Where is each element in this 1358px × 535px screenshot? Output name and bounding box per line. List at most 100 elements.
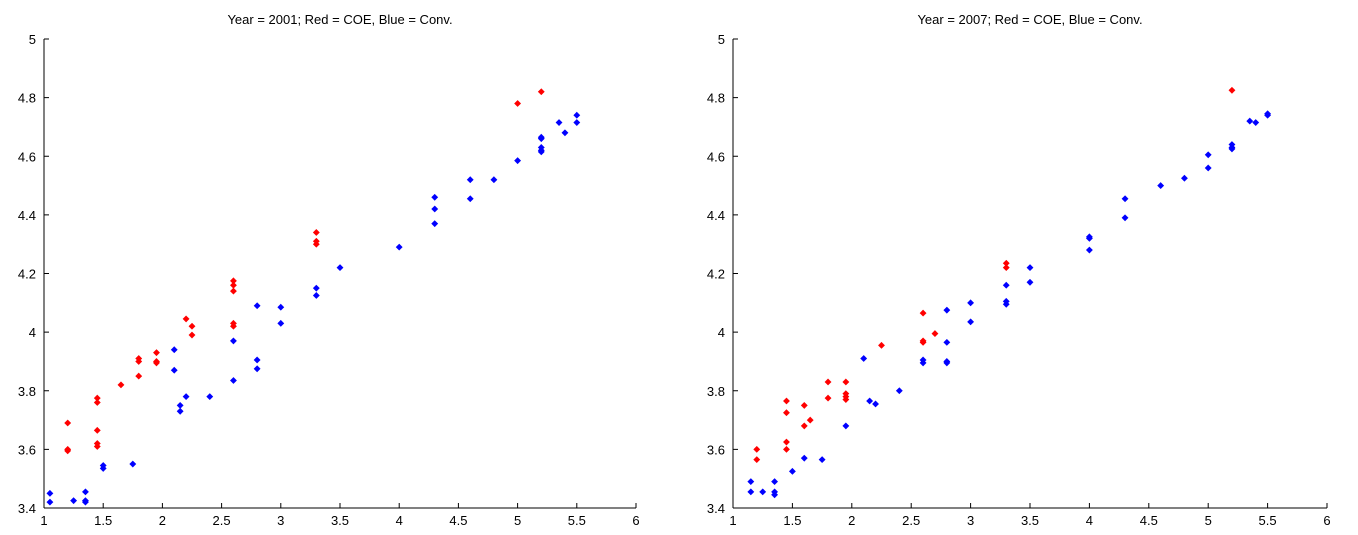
data-point <box>842 422 850 430</box>
data-point <box>967 299 975 307</box>
data-point <box>230 337 237 345</box>
data-point <box>537 88 545 96</box>
x-tick-label: 3 <box>967 513 974 528</box>
data-point <box>943 338 951 346</box>
data-point <box>1121 214 1129 222</box>
data-point <box>824 394 832 402</box>
series-coe-red <box>64 88 545 455</box>
data-point <box>514 100 522 107</box>
data-point <box>878 341 885 349</box>
data-point <box>312 284 320 292</box>
y-tick-label: 3.6 <box>18 442 36 457</box>
data-point <box>395 243 403 251</box>
data-point <box>800 401 808 409</box>
data-point <box>230 322 237 330</box>
data-point <box>253 302 261 310</box>
series-coe-red <box>753 86 1236 464</box>
data-point <box>866 397 874 405</box>
data-point <box>783 445 790 453</box>
x-tick-label: 3 <box>277 513 284 528</box>
x-tick-label: 2.5 <box>213 513 231 528</box>
x-tick-label: 1.5 <box>783 513 801 528</box>
data-point <box>788 467 796 475</box>
data-point <box>1026 264 1034 272</box>
data-point <box>93 426 101 434</box>
data-point <box>135 358 143 365</box>
data-point <box>253 365 261 373</box>
data-point <box>747 488 755 496</box>
data-point <box>895 387 903 395</box>
y-tick-label: 4.2 <box>18 267 36 282</box>
data-point <box>466 176 474 184</box>
data-point <box>64 419 72 427</box>
data-point <box>1228 145 1236 153</box>
data-point <box>759 488 767 496</box>
series-conv-blue <box>747 110 1272 499</box>
data-point <box>170 346 178 354</box>
data-point <box>312 240 320 248</box>
data-point <box>431 205 439 213</box>
data-point <box>312 229 320 236</box>
data-point <box>1204 151 1212 159</box>
data-point <box>943 359 951 367</box>
data-point <box>783 397 790 405</box>
data-point <box>753 445 761 453</box>
y-tick-label: 4.2 <box>707 267 725 282</box>
x-tick-label: 1.5 <box>94 513 112 528</box>
y-tick-label: 3.8 <box>707 384 725 399</box>
data-point <box>967 318 975 326</box>
x-tick-label: 1 <box>729 513 736 528</box>
data-point <box>188 322 196 330</box>
series-conv-blue <box>46 111 581 506</box>
x-tick-label: 5 <box>514 513 521 528</box>
y-tick-label: 4.6 <box>707 149 725 164</box>
data-point <box>277 303 285 311</box>
data-point <box>919 359 927 367</box>
data-point <box>1181 174 1188 182</box>
data-point <box>753 456 761 464</box>
x-tick-label: 4.5 <box>1140 513 1158 528</box>
data-point <box>188 331 196 339</box>
data-point <box>561 129 569 137</box>
x-tick-label: 3.5 <box>1021 513 1039 528</box>
data-point <box>490 176 498 184</box>
data-point <box>919 338 927 346</box>
data-point <box>1002 264 1010 272</box>
data-point <box>931 330 939 338</box>
data-point <box>135 372 143 380</box>
y-tick-label: 4.8 <box>707 91 725 106</box>
data-point <box>46 489 54 497</box>
data-point <box>182 315 190 323</box>
data-point <box>312 292 320 299</box>
data-point <box>129 460 137 468</box>
data-point <box>1252 119 1260 126</box>
data-point <box>431 193 439 201</box>
data-point <box>771 478 779 486</box>
y-tick-label: 4.4 <box>18 208 36 223</box>
data-point <box>99 465 107 472</box>
data-point <box>93 443 101 450</box>
y-tick-label: 4.8 <box>18 91 36 106</box>
data-point <box>943 306 951 314</box>
data-point <box>1026 278 1034 286</box>
y-tick-label: 3.4 <box>707 501 725 516</box>
data-point <box>537 135 545 143</box>
y-tick-label: 4 <box>718 325 725 340</box>
data-point <box>153 359 160 367</box>
data-point <box>182 393 190 401</box>
data-point <box>800 454 808 462</box>
x-tick-label: 4.5 <box>449 513 467 528</box>
data-point <box>206 393 214 401</box>
data-point <box>818 456 826 464</box>
data-point <box>1204 164 1212 172</box>
x-tick-label: 1 <box>40 513 47 528</box>
x-tick-label: 2 <box>159 513 166 528</box>
data-point <box>82 488 89 496</box>
chart-title: Year = 2001; Red = COE, Blue = Conv. <box>227 12 452 27</box>
data-point <box>93 399 101 406</box>
data-point <box>1157 182 1165 189</box>
y-tick-label: 3.6 <box>707 442 725 457</box>
data-point <box>431 220 439 228</box>
data-point <box>253 356 261 364</box>
data-point <box>1085 246 1093 254</box>
